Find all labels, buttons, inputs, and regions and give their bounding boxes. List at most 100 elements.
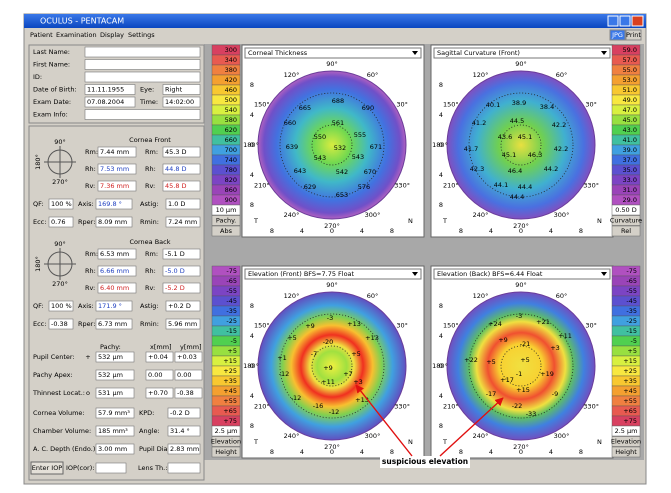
button-label: Enter IOP	[32, 464, 63, 472]
axis-tick-label: 0	[250, 141, 254, 149]
field[interactable]	[174, 387, 203, 399]
angle-label: 90°	[515, 60, 527, 68]
toolbar-button[interactable]	[625, 29, 642, 41]
field[interactable]	[174, 351, 203, 363]
map-selector[interactable]	[433, 47, 611, 59]
angle-label: 120°	[284, 292, 300, 300]
angle-label: 120°	[284, 71, 300, 79]
field[interactable]	[84, 46, 201, 58]
scale-label: -35	[226, 307, 237, 315]
field[interactable]	[167, 407, 201, 419]
field[interactable]	[95, 318, 133, 330]
scale-kind[interactable]	[611, 215, 641, 226]
field[interactable]	[95, 425, 135, 437]
field[interactable]	[48, 198, 74, 210]
field[interactable]	[97, 265, 137, 277]
axis-tick-label: 4	[439, 332, 443, 340]
field-label: Rh:	[145, 165, 156, 173]
field[interactable]	[84, 109, 201, 120]
field[interactable]	[97, 248, 137, 260]
minimize-button[interactable]	[607, 15, 619, 27]
field-value: 169.8 °	[98, 200, 122, 208]
field[interactable]	[167, 425, 201, 437]
field[interactable]	[95, 216, 133, 228]
field[interactable]	[145, 369, 174, 381]
field[interactable]	[174, 369, 203, 381]
field[interactable]	[145, 387, 174, 399]
compass-label: 180°	[34, 154, 42, 170]
axis-tick-label: 8	[250, 422, 254, 430]
field[interactable]	[145, 351, 174, 363]
scale-label: +35	[223, 377, 237, 385]
field[interactable]	[95, 351, 135, 363]
field-label: Rmin:	[140, 320, 159, 328]
map-value: -3	[516, 312, 522, 320]
map-value: 688	[332, 97, 344, 105]
field[interactable]	[97, 282, 137, 294]
field[interactable]	[48, 216, 74, 228]
field-value: 100 %	[51, 302, 72, 310]
field[interactable]	[162, 96, 201, 108]
field[interactable]	[84, 71, 201, 83]
scale-kind[interactable]	[611, 436, 641, 447]
map-value: +7	[343, 370, 353, 378]
toolbar-button[interactable]	[609, 29, 626, 41]
angle-label: 240°	[284, 211, 300, 219]
field[interactable]	[165, 216, 201, 228]
axis-tick-label: 4	[300, 227, 304, 235]
field[interactable]	[162, 84, 201, 95]
field[interactable]	[95, 387, 135, 399]
field[interactable]	[167, 462, 201, 474]
field[interactable]	[48, 300, 74, 312]
field[interactable]	[165, 318, 201, 330]
scale-kind[interactable]	[211, 436, 241, 447]
map-value: 561	[332, 119, 344, 127]
field[interactable]	[95, 369, 135, 381]
field[interactable]	[162, 163, 201, 175]
map-selector[interactable]	[244, 47, 422, 59]
angle-label: 90°	[326, 60, 338, 68]
map-value: 543	[314, 154, 326, 162]
scale-step	[611, 425, 641, 437]
field[interactable]	[97, 146, 137, 158]
map-value: 629	[304, 183, 316, 191]
field[interactable]	[48, 318, 74, 330]
map-value: +13	[365, 334, 379, 342]
scale-kind-label: Elevation	[211, 438, 241, 446]
enter-iop-button[interactable]	[30, 461, 64, 475]
field[interactable]	[95, 300, 133, 312]
field[interactable]	[84, 59, 201, 70]
field[interactable]	[162, 146, 201, 158]
scale-kind[interactable]	[211, 215, 241, 226]
map-value: 653	[336, 191, 348, 199]
field[interactable]	[167, 443, 201, 455]
close-button[interactable]	[631, 15, 644, 27]
field[interactable]	[95, 443, 135, 455]
field-label: Rh:	[85, 267, 96, 275]
field[interactable]	[165, 198, 201, 210]
scale-label: 57.0	[623, 56, 637, 64]
field[interactable]	[165, 300, 201, 312]
field[interactable]	[95, 407, 135, 419]
scale-kind-label: Pachy.	[216, 217, 236, 225]
field[interactable]	[95, 198, 133, 210]
maximize-button[interactable]	[619, 15, 631, 27]
scale-mode	[611, 446, 641, 458]
field[interactable]	[162, 180, 201, 192]
field[interactable]	[84, 96, 136, 108]
map-selector[interactable]	[244, 268, 422, 280]
axis-tick-label: 8	[390, 448, 394, 456]
zone-ring	[311, 124, 353, 166]
field[interactable]	[162, 265, 201, 277]
field-value: 45.3 D	[165, 148, 187, 156]
axis-tick-label: 4	[549, 227, 553, 235]
field[interactable]	[162, 282, 201, 294]
column-header: x[mm]	[150, 343, 172, 351]
field[interactable]	[84, 84, 136, 95]
field[interactable]	[97, 163, 137, 175]
field[interactable]	[95, 462, 127, 474]
map-selector[interactable]	[433, 268, 611, 280]
map-value: -12	[291, 394, 302, 402]
field[interactable]	[162, 248, 201, 260]
field[interactable]	[97, 180, 137, 192]
